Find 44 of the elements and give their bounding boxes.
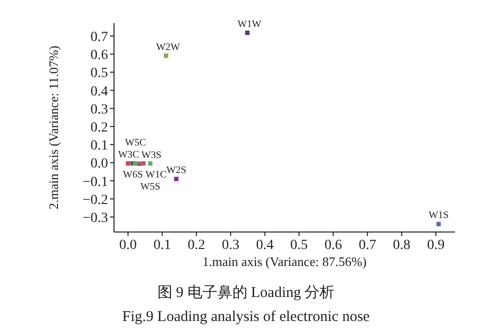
x-tick-label: 0.4: [256, 238, 274, 253]
x-tick-label: 0.7: [358, 238, 376, 253]
y-tick-label: −0.2: [82, 192, 108, 208]
point: [137, 162, 142, 166]
point: [132, 161, 138, 166]
x-tick-label: 0.6: [324, 238, 342, 253]
point: [245, 30, 250, 35]
y-axis-title: 2.main axis (Variance: 11.07%): [46, 46, 61, 210]
annotation: W1S: [428, 210, 449, 222]
x-tick-label: 0.5: [290, 238, 308, 253]
x-tick-label: 0.3: [222, 238, 240, 253]
annotation: W1C: [146, 169, 167, 180]
point: [174, 176, 178, 182]
y-tick-label: 0.6: [90, 48, 108, 64]
y-tick-label: 0.1: [90, 138, 108, 154]
x-tick-label: 0.0: [119, 238, 137, 253]
x-axis-title: 1.main axis (Variance: 87.56%): [202, 254, 367, 269]
annotation: W6S: [122, 169, 143, 180]
annotation: W3C: [118, 149, 140, 160]
point: [164, 54, 168, 58]
y-tick-label: −0.3: [82, 210, 108, 226]
annotation: W2S: [166, 164, 186, 176]
caption: 图 9 电子鼻的 Loading 分析: [157, 284, 335, 301]
x-tick-label: 0.2: [188, 238, 206, 253]
annotation: W3S: [141, 150, 162, 161]
point: [436, 222, 441, 226]
y-tick-label: −0.1: [82, 174, 108, 190]
x-tick-label: 0.8: [392, 238, 410, 253]
y-tick-label: 0.0: [90, 156, 108, 172]
y-tick-label: 0.7: [90, 30, 108, 46]
x-tick-label: 0.9: [427, 238, 445, 253]
annotation: W1W: [237, 18, 262, 30]
y-tick-label: 0.4: [90, 84, 108, 100]
annotation: W5S: [140, 181, 160, 192]
annotation: W2W: [156, 42, 181, 53]
point: [126, 161, 130, 166]
x-tick-label: 0.1: [153, 238, 171, 253]
y-tick-label: 0.2: [90, 120, 108, 136]
y-tick-label: 0.3: [90, 102, 108, 118]
caption: Fig.9 Loading analysis of electronic nose: [122, 309, 370, 325]
point: [141, 161, 146, 166]
annotation: W5C: [124, 137, 146, 148]
y-tick-label: 0.5: [90, 66, 108, 82]
point: [148, 161, 152, 166]
